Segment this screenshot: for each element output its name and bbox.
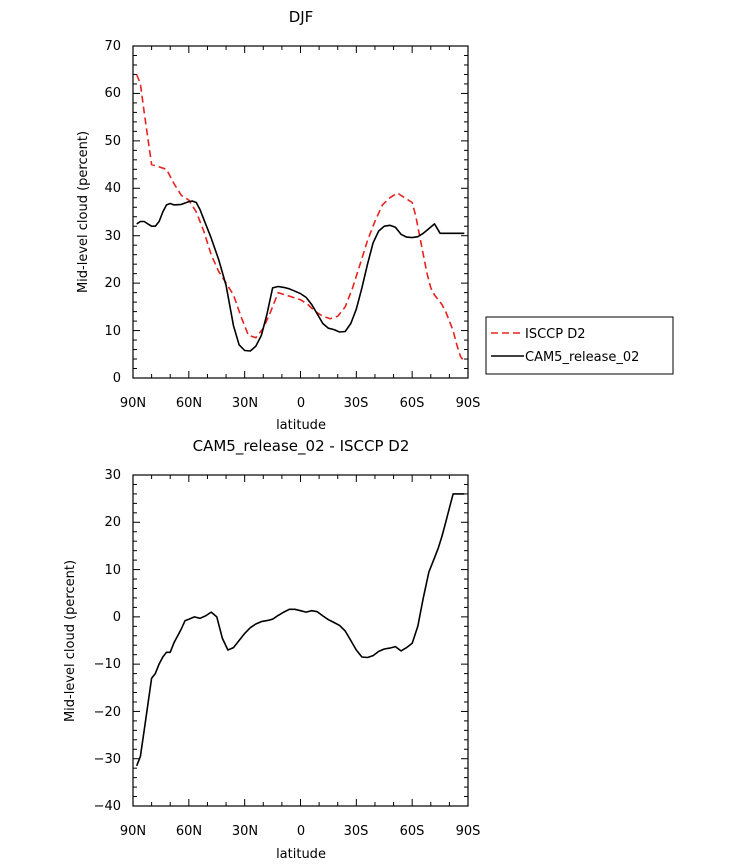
top-chart-title: DJF <box>289 8 314 26</box>
bottom-x-tick-label: 90N <box>120 824 146 839</box>
bottom-x-ticks <box>132 475 469 806</box>
top-y-tick-label: 50 <box>104 134 121 149</box>
series-line-cam5-release-02 <box>136 200 465 352</box>
bottom-x-tick-label: 60S <box>400 824 425 839</box>
bottom-plot-frame <box>132 474 469 807</box>
top-x-tick-label: 60S <box>400 396 425 411</box>
bottom-x-axis-label: latitude <box>276 847 326 862</box>
top-y-tick-label: 60 <box>104 86 121 101</box>
bottom-x-tick-label: 30N <box>232 824 258 839</box>
bottom-y-tick-label: 20 <box>104 515 121 530</box>
top-y-tick-label: 0 <box>113 371 121 386</box>
bottom-y-tick-label: −10 <box>94 657 121 672</box>
bottom-x-tick-label: 0 <box>297 824 305 839</box>
bottom-y-axis-label: Mid-level cloud (percent) <box>63 560 78 722</box>
legend-box <box>485 316 674 375</box>
bottom-y-tick-label: 0 <box>113 610 121 625</box>
bottom-x-tick-label: 90S <box>456 824 481 839</box>
bottom-y-tick-label: 30 <box>104 468 121 483</box>
bottom-y-tick-label: −20 <box>94 705 121 720</box>
top-x-tick-label: 90N <box>120 396 146 411</box>
top-x-tick-label: 90S <box>456 396 481 411</box>
top-x-tick-label: 30S <box>344 396 369 411</box>
top-y-axis-label: Mid-level cloud (percent) <box>76 131 91 293</box>
top-plot-frame <box>132 45 469 379</box>
legend: ISCCP D2 CAM5_release_02 <box>485 316 674 375</box>
top-y-tick-label: 10 <box>104 324 121 339</box>
top-x-tick-labels: 90N 60N 30N 0 30S 60S 90S <box>120 396 481 411</box>
top-x-tick-label: 60N <box>176 396 202 411</box>
bottom-x-tick-labels: 90N 60N 30N 0 30S 60S 90S <box>120 824 481 839</box>
bottom-y-ticks <box>133 474 468 807</box>
top-y-tick-label: 70 <box>104 39 121 54</box>
bottom-y-tick-label: −30 <box>94 752 121 767</box>
panel-top: DJF 90N 60N 30N 0 30S 60S 90S 0 10 20 30… <box>76 8 674 433</box>
top-y-tick-label: 30 <box>104 229 121 244</box>
bottom-chart-title: CAM5_release_02 - ISCCP D2 <box>193 437 410 456</box>
bottom-x-tick-label: 30S <box>344 824 369 839</box>
bottom-y-tick-label: −40 <box>94 799 121 814</box>
top-x-tick-label: 30N <box>232 396 258 411</box>
series-line-difference <box>135 493 465 767</box>
bottom-y-tick-labels: −40 −30 −20 −10 0 10 20 30 <box>94 468 121 814</box>
top-y-tick-label: 20 <box>104 276 121 291</box>
top-y-tick-label: 40 <box>104 181 121 196</box>
bottom-x-tick-label: 60N <box>176 824 202 839</box>
top-x-axis-label: latitude <box>276 418 326 433</box>
bottom-y-tick-label: 10 <box>104 563 121 578</box>
legend-label-cam5-release-02: CAM5_release_02 <box>525 350 639 365</box>
legend-label-isccp-d2: ISCCP D2 <box>525 327 586 342</box>
top-x-tick-label: 0 <box>297 396 305 411</box>
top-y-ticks <box>133 45 468 379</box>
panel-bottom: CAM5_release_02 - ISCCP D2 90N 60N 30N 0… <box>63 437 480 862</box>
top-x-ticks <box>132 46 469 378</box>
series-line-isccp-d2 <box>135 74 465 362</box>
top-y-tick-labels: 0 10 20 30 40 50 60 70 <box>104 39 121 386</box>
